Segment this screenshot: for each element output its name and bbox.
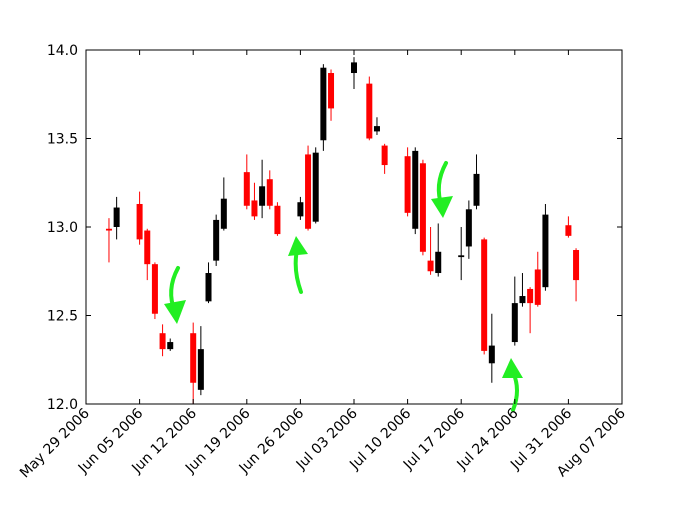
candle-body [351, 62, 357, 74]
candle-body [427, 260, 434, 272]
arrow-head [164, 300, 186, 324]
candle-body [419, 163, 426, 252]
candle-body [151, 264, 158, 314]
candle-body [312, 152, 319, 222]
candle-body [305, 154, 312, 229]
y-tick-label: 13.0 [47, 220, 78, 236]
candle-body [565, 225, 572, 236]
candle-body [190, 333, 197, 383]
candle-body [534, 269, 541, 305]
candle-body [220, 198, 227, 229]
candle-body [320, 67, 327, 141]
candle-body [328, 73, 335, 109]
candle-body [412, 150, 419, 229]
arrow-heads [164, 196, 523, 378]
y-tick-label: 12.5 [47, 309, 78, 325]
candle-body [259, 186, 266, 206]
candle-body [159, 333, 166, 350]
candle-body [205, 273, 212, 302]
candle-body [213, 219, 220, 261]
candle-body [266, 179, 273, 206]
candle-body [251, 200, 258, 217]
candle-body [473, 173, 480, 206]
candle-body [404, 156, 411, 213]
arrow-head [431, 196, 453, 218]
candle-body [573, 250, 580, 281]
candle-body [381, 145, 388, 166]
candle-body [527, 288, 534, 304]
candle-body [105, 228, 112, 231]
candle-body [274, 205, 281, 235]
candle-body [481, 239, 488, 351]
candle-body [144, 230, 151, 265]
candle-body [511, 303, 518, 343]
candle-body [136, 203, 143, 240]
candle-body [243, 172, 250, 206]
candle-body [297, 202, 304, 217]
candle-body [167, 342, 174, 350]
arrow-head [502, 358, 523, 378]
candle-body [113, 207, 120, 227]
plot-marks [105, 57, 580, 404]
y-tick-label: 12.0 [47, 397, 78, 413]
candle-body [542, 214, 549, 288]
candle-body [366, 83, 373, 139]
y-tick-label: 14.0 [47, 43, 78, 59]
arrow-head [288, 236, 308, 256]
candle-body [458, 255, 465, 258]
candle-body [465, 209, 472, 247]
y-tick-label: 13.5 [47, 132, 78, 148]
candle-body [519, 296, 526, 304]
candle-body [197, 349, 204, 390]
candle-body [435, 251, 442, 274]
candle-body [488, 345, 495, 364]
candle-body [373, 126, 380, 132]
